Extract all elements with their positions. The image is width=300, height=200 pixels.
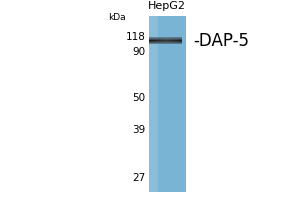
Bar <box>165 37 167 44</box>
Bar <box>172 37 173 44</box>
Bar <box>152 37 154 44</box>
Text: HepG2: HepG2 <box>148 1 186 11</box>
Bar <box>180 37 182 44</box>
Bar <box>173 37 175 44</box>
Text: -DAP-5: -DAP-5 <box>194 32 250 50</box>
Bar <box>177 37 178 44</box>
Bar <box>157 37 159 44</box>
Bar <box>160 37 162 44</box>
Bar <box>151 37 152 44</box>
Text: kDa: kDa <box>108 13 126 22</box>
Bar <box>154 37 156 44</box>
Bar <box>159 37 161 44</box>
Bar <box>149 39 182 40</box>
Bar <box>164 37 165 44</box>
Bar <box>167 37 169 44</box>
Text: 118: 118 <box>126 32 146 42</box>
Bar <box>170 37 172 44</box>
Bar <box>149 38 182 39</box>
Bar <box>148 16 186 192</box>
Text: 50: 50 <box>132 93 146 103</box>
Text: 39: 39 <box>132 125 146 135</box>
Bar <box>169 37 170 44</box>
Bar <box>149 40 182 41</box>
Bar <box>148 16 158 192</box>
Bar <box>175 37 177 44</box>
Text: 27: 27 <box>132 173 146 183</box>
Bar <box>149 41 182 42</box>
Bar <box>149 37 151 44</box>
Bar <box>149 37 182 38</box>
Bar <box>162 37 164 44</box>
Text: 90: 90 <box>132 47 146 57</box>
Bar <box>178 37 180 44</box>
Bar <box>156 37 157 44</box>
Bar <box>149 42 182 43</box>
Bar <box>149 43 182 44</box>
